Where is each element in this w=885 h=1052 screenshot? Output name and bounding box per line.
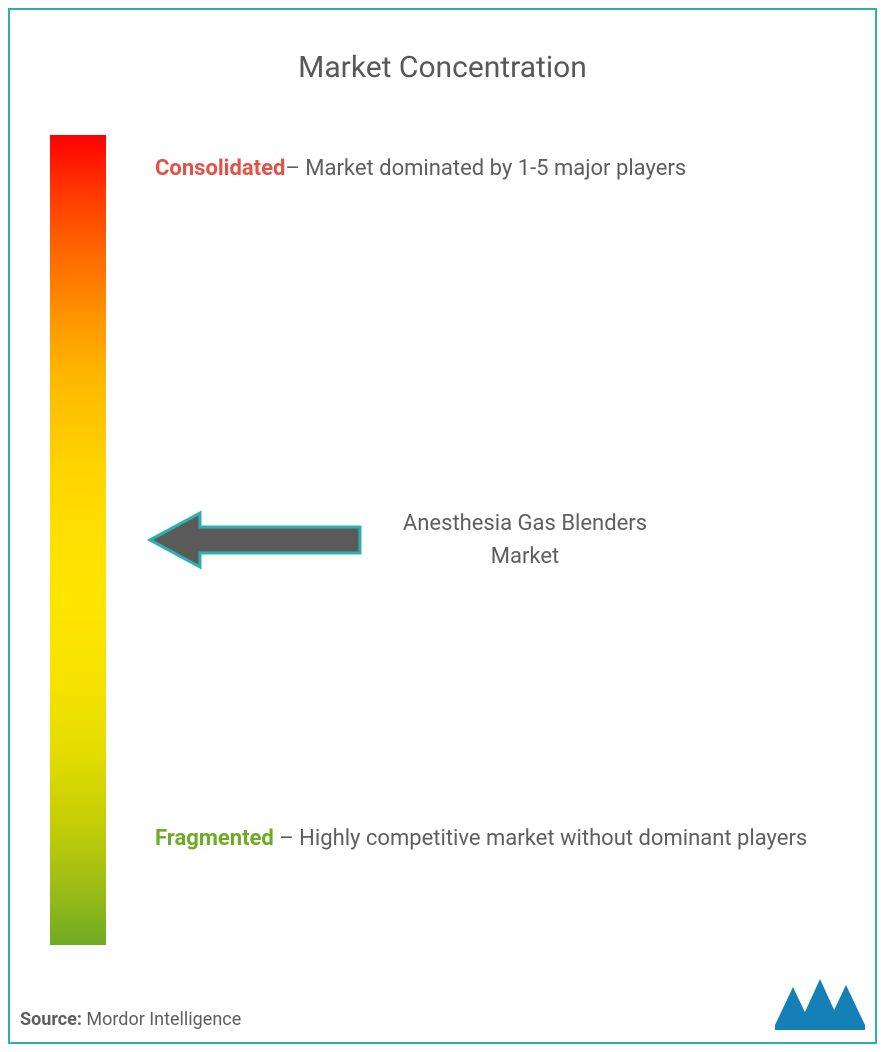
content-area: Consolidated– Market dominated by 1-5 ma…: [45, 135, 840, 965]
fragmented-term: Fragmented: [155, 826, 274, 851]
source-attribution: Source: Mordor Intelligence: [20, 1009, 241, 1030]
source-name: Mordor Intelligence: [82, 1009, 241, 1030]
market-name: Anesthesia Gas Blenders Market: [375, 507, 675, 573]
source-label: Source:: [20, 1009, 82, 1030]
footer: Source: Mordor Intelligence: [20, 975, 865, 1030]
arrow-left-icon: [145, 505, 365, 575]
consolidated-label: Consolidated– Market dominated by 1-5 ma…: [155, 145, 830, 193]
consolidated-term: Consolidated: [155, 156, 285, 181]
fragmented-desc: – Highly competitive market without domi…: [274, 826, 807, 851]
consolidated-desc: – Market dominated by 1-5 major players: [285, 156, 686, 181]
fragmented-label: Fragmented – Highly competitive market w…: [155, 815, 830, 863]
infographic-frame: Market Concentration Consolidated– Marke…: [8, 8, 877, 1044]
market-pointer: Anesthesia Gas Blenders Market: [145, 505, 675, 575]
chart-title: Market Concentration: [45, 50, 840, 85]
mordor-logo-icon: [775, 975, 865, 1030]
concentration-gradient-bar: [50, 135, 106, 945]
